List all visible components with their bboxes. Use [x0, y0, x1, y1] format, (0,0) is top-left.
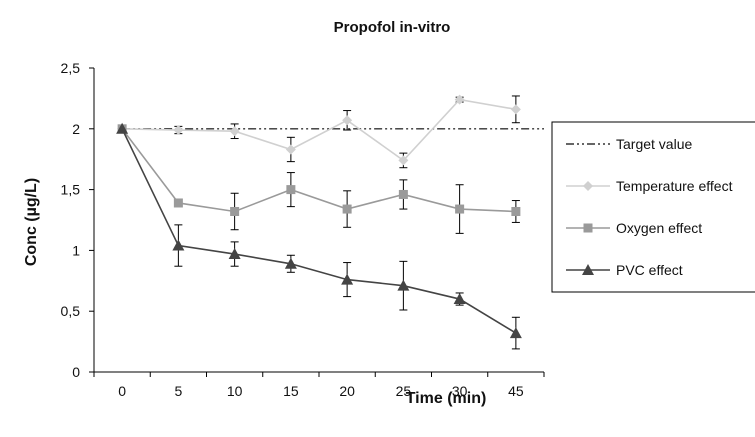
series-oxygen-effect [117, 124, 521, 234]
legend-marker [582, 264, 594, 275]
data-point [173, 125, 184, 136]
legend-item: Target value [566, 136, 692, 152]
x-tick-label: 25 [396, 383, 412, 399]
data-point [398, 189, 408, 199]
plot-area [116, 94, 544, 350]
data-point [228, 248, 241, 260]
data-point [286, 185, 296, 195]
data-point [453, 293, 466, 305]
data-point [398, 155, 409, 166]
series-pvc-effect [116, 122, 522, 350]
data-point [511, 206, 521, 216]
legend-box [551, 121, 755, 293]
y-tick-label: 1 [72, 242, 80, 258]
y-tick-label: 0,5 [61, 303, 81, 319]
x-tick-label: 20 [339, 383, 355, 399]
data-point [397, 279, 410, 291]
legend: Target value Temperature effect Oxygen eff… [551, 121, 755, 293]
x-axis-ticks: 0 5 10 15 20 25 30 45 [93, 372, 545, 399]
y-axis-title: Conc (µg/L) [23, 178, 40, 266]
legend-marker [583, 181, 593, 191]
data-point [172, 239, 185, 251]
data-point [116, 122, 129, 134]
series-line [121, 128, 516, 213]
y-tick-label: 1,5 [61, 182, 81, 198]
y-tick-label: 2 [72, 121, 80, 137]
data-point [229, 126, 240, 137]
x-tick-label: 30 [452, 383, 468, 399]
legend-item: PVC effect [566, 262, 683, 278]
y-tick-label: 2,5 [61, 60, 81, 76]
series-line [121, 128, 517, 334]
chart-title: Propofol in-vitro [334, 19, 451, 36]
legend-item: Oxygen effect [566, 220, 702, 236]
legend-label: Target value [616, 136, 692, 152]
legend-label: PVC effect [616, 262, 683, 278]
data-point [342, 204, 352, 214]
data-point [455, 204, 465, 214]
legend-label: Oxygen effect [616, 220, 702, 236]
data-point [510, 104, 521, 115]
data-point [454, 94, 465, 105]
x-tick-label: 5 [174, 383, 182, 399]
x-tick-label: 15 [283, 383, 299, 399]
x-axis-title: Time (min) [406, 390, 487, 407]
data-point [285, 144, 296, 155]
data-point [173, 198, 183, 208]
data-point [284, 257, 297, 269]
data-point [342, 115, 353, 126]
series-line [122, 98, 517, 162]
series-temperature-effect [117, 94, 521, 169]
y-tick-label: 0 [72, 364, 80, 380]
data-point [341, 273, 354, 285]
data-point [509, 327, 522, 339]
legend-marker [583, 223, 593, 233]
legend-label: Temperature effect [616, 178, 733, 194]
y-axis-ticks: 0 0,5 1 1,5 2 2,5 [61, 60, 94, 380]
x-tick-label: 0 [118, 383, 126, 399]
x-tick-label: 10 [227, 383, 243, 399]
legend-item: Temperature effect [566, 178, 733, 194]
data-point [230, 206, 240, 216]
x-tick-label: 45 [508, 383, 524, 399]
